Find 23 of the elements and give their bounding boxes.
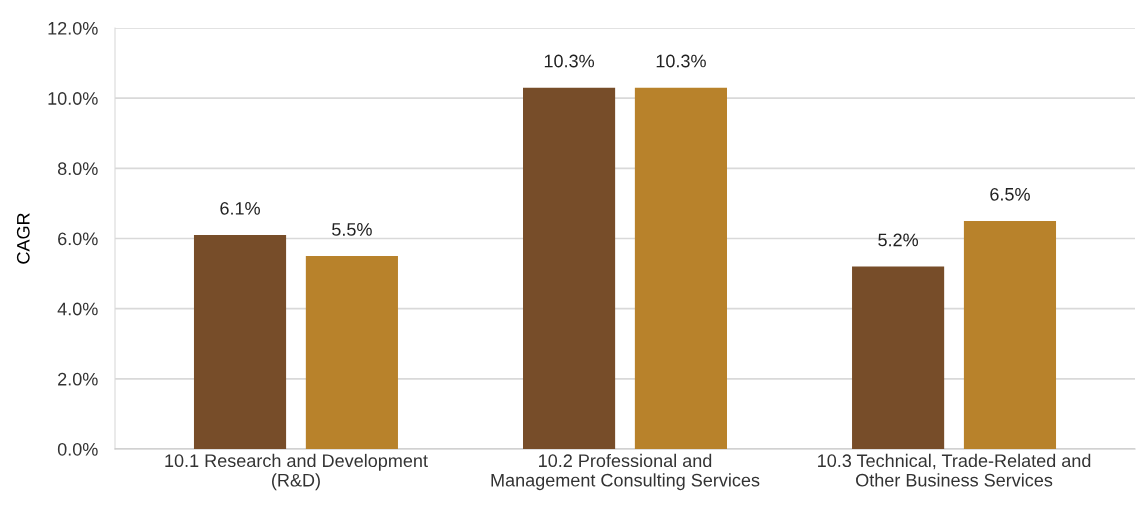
- data-label: 6.1%: [220, 201, 260, 215]
- bar: [634, 87, 727, 449]
- y-tick-label: 10.0%: [48, 92, 98, 105]
- data-label: 10.3%: [544, 54, 595, 68]
- y-tick-label: 0.0%: [57, 442, 98, 456]
- bar: [193, 234, 287, 449]
- bar: [852, 266, 945, 449]
- y-tick-label: 6.0%: [58, 232, 98, 246]
- data-label: 6.5%: [990, 187, 1030, 201]
- data-label: 10.3%: [656, 54, 706, 68]
- y-axis-title: CAGR: [16, 213, 30, 264]
- x-tick-label: 10.3 Technical, Trade-Related and Other Business Services: [818, 453, 1091, 487]
- y-tick-label: 12.0%: [48, 21, 98, 35]
- data-label: 5.2%: [878, 233, 919, 247]
- x-tick-label: 10.2 Professional and Management Consulting Services: [491, 453, 760, 491]
- x-tick-label: 10.1 Research and Development (R&D): [165, 453, 428, 491]
- bar: [963, 220, 1057, 449]
- y-tick-label: 8.0%: [57, 162, 98, 176]
- bar: [523, 87, 616, 449]
- y-tick-label: 2.0%: [58, 372, 98, 386]
- bar: [305, 256, 398, 449]
- data-label: 5.5%: [332, 223, 372, 236]
- y-tick-label: 4.0%: [57, 302, 98, 316]
